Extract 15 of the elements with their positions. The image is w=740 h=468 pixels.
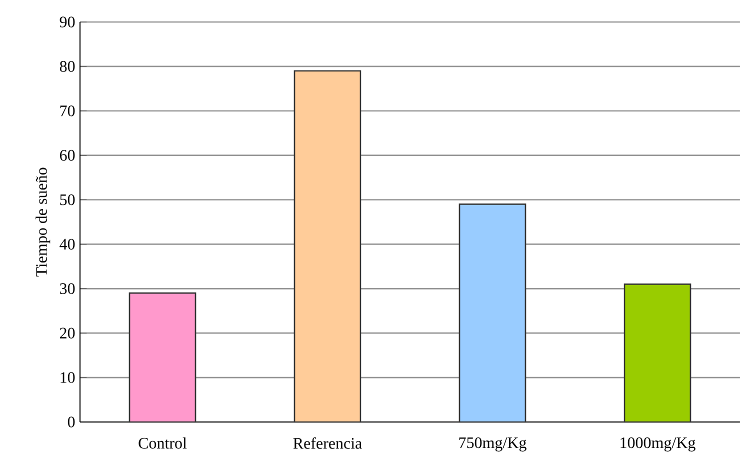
y-tick-label: 20: [60, 328, 75, 338]
x-tick-label: Referencia: [293, 437, 362, 449]
y-tick-label: 70: [60, 105, 75, 116]
x-tick-label: 1000mg/Kg: [620, 437, 696, 452]
y-axis-title: Tiempo de sueño: [36, 168, 50, 277]
y-tick-label: 90: [60, 16, 75, 28]
y-tick-label: 80: [60, 61, 75, 72]
x-tick-label: 750mg/Kg: [459, 437, 526, 452]
y-tick-label: 10: [60, 372, 75, 383]
y-tick-label: 40: [60, 238, 75, 250]
y-tick-label: 0: [68, 416, 75, 428]
y-tick-label: 50: [60, 194, 75, 206]
x-tick-label: Control: [138, 437, 187, 449]
y-tick-label: 60: [60, 150, 75, 161]
y-tick-label: 30: [60, 283, 75, 294]
